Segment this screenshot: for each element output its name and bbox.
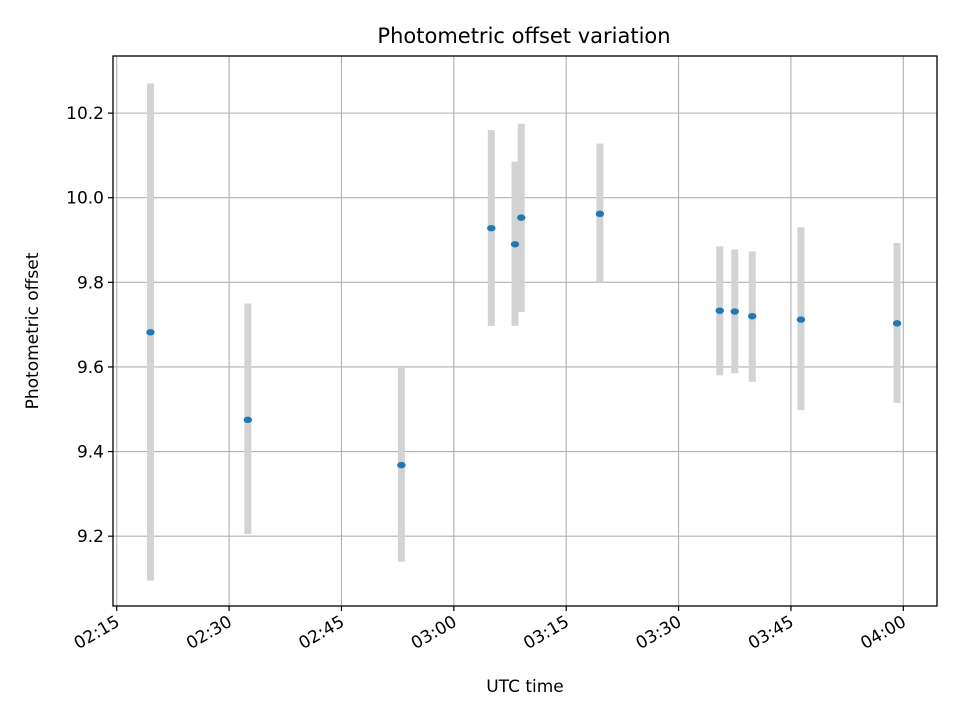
data-point [796,316,806,323]
y-tick-label: 9.8 [77,273,104,293]
data-point [715,307,724,314]
data-point [892,320,902,327]
data-point [243,416,253,424]
y-axis-label: Photometric offset [23,252,43,409]
chart-title: Photometric offset variation [377,24,670,48]
y-tick-label: 9.6 [77,358,104,378]
data-point [487,224,496,232]
plot-frame [112,55,938,607]
data-point [510,241,520,248]
y-axis-ticks: 9.2 9.4 9.6 9.8 10.0 10.2 [66,104,113,547]
y-tick-label: 10.2 [66,104,104,124]
y-tick-label: 9.2 [77,527,104,547]
x-axis-label: UTC time [486,677,564,697]
data-point [595,210,605,218]
y-tick-label: 10.0 [66,189,104,209]
data-point [517,214,526,221]
y-tick-label: 9.4 [77,443,104,463]
data-point [748,312,757,320]
data-point [397,461,406,469]
data-point [146,329,155,336]
data-point [730,308,739,315]
data-points [146,210,902,469]
